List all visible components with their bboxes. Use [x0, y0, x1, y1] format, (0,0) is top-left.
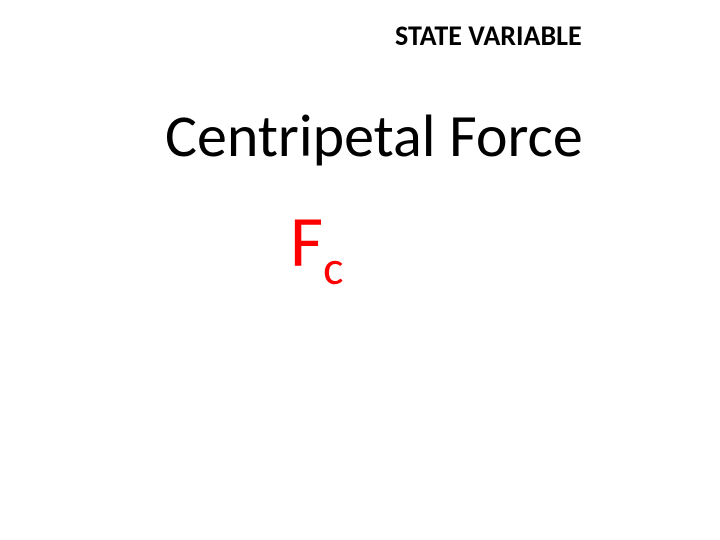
symbol-main: F: [290, 198, 323, 286]
slide-heading: STATE VARIABLE: [395, 18, 582, 53]
symbol-subscript: c: [323, 238, 343, 297]
variable-symbol: Fc: [290, 198, 343, 286]
slide-title: Centripetal Force: [165, 100, 583, 173]
